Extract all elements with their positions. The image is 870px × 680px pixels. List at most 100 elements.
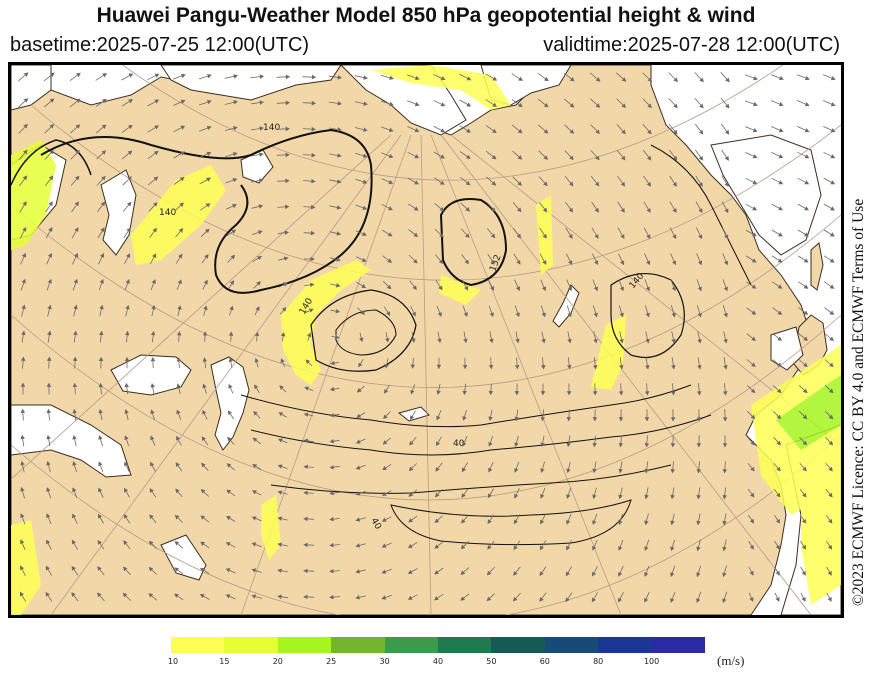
wind-arrow-head: [252, 437, 258, 442]
wind-arrow-head: [71, 592, 76, 597]
contour-tibet: [390, 499, 632, 546]
wind-arrow-head: [148, 593, 154, 598]
contour-ridge-north: [439, 198, 508, 287]
sea-of-japan: [770, 326, 804, 371]
wind-arrow-head: [409, 440, 414, 446]
wind-arrow-head: [542, 260, 547, 265]
wind-arrow-head: [541, 338, 546, 344]
wind-arrow-head: [311, 152, 316, 158]
wind-arrow-head: [124, 330, 130, 336]
wind-arrow-head: [592, 545, 597, 551]
wind-arrow-head: [251, 594, 257, 599]
wind-arrow-head: [828, 414, 834, 420]
wind-arrow-head: [670, 417, 676, 422]
wind-arrow-head: [204, 228, 210, 234]
wind-arrow-head: [126, 201, 132, 207]
colorbar-tick-label: 30: [379, 657, 390, 666]
wind-arrow-head: [778, 232, 783, 237]
wind-arrow-head: [673, 77, 678, 83]
wind-arrow-head: [150, 435, 155, 441]
wind-arrow-head: [20, 486, 25, 492]
wind-arrow-head: [154, 99, 160, 104]
wind-arrow-head: [438, 259, 444, 265]
wind-arrow-head: [178, 228, 184, 233]
wind-arrow-head: [513, 519, 518, 525]
wind-arrow-head: [232, 203, 237, 209]
wind-arrow-head: [776, 388, 782, 394]
wind-arrow-head: [670, 546, 675, 552]
wind-arrow-head: [592, 391, 598, 396]
wind-arrow-head: [696, 469, 702, 474]
wind-arrow-head: [207, 99, 212, 105]
wind-arrow-head: [21, 330, 26, 336]
wind-arrow-head: [592, 571, 597, 577]
wind-arrow-head: [464, 259, 469, 265]
wind-arrow-head: [46, 487, 51, 492]
wind-arrow-head: [749, 570, 754, 576]
wind-arrow-head: [175, 462, 181, 467]
wind-arrow-head: [644, 443, 650, 448]
wind-arrow-head: [46, 513, 51, 519]
wind-arrow-head: [75, 98, 81, 103]
wind-arrow-head: [150, 409, 155, 414]
wind-arrow-head: [466, 102, 472, 107]
colorbar-segment: [491, 637, 545, 653]
wind-arrow-head: [308, 308, 314, 313]
wind-arrow-head: [621, 103, 627, 109]
wind-shade-baikal: [591, 315, 626, 390]
wind-arrow-head: [337, 153, 342, 158]
wind-arrow-head: [125, 279, 130, 284]
wind-arrow-head: [258, 178, 264, 183]
wind-arrow-head: [437, 312, 442, 317]
wind-arrow-head: [465, 180, 471, 186]
wind-arrow-head: [514, 390, 520, 396]
wind-arrow-head: [283, 256, 289, 261]
wind-arrow-head: [256, 281, 261, 286]
wind-arrow-head: [227, 436, 232, 442]
wind-arrow-head: [389, 101, 394, 107]
wind-arrow-head: [152, 227, 157, 233]
wind-arrow-head: [280, 331, 286, 337]
wind-arrow-head: [356, 387, 362, 393]
wind-arrow-head: [514, 442, 519, 448]
wind-arrow-head: [277, 516, 283, 521]
wind-arrow-head: [751, 362, 756, 368]
wind-arrow-head: [593, 312, 598, 318]
wind-arrow-head: [362, 205, 368, 210]
wind-arrow-head: [233, 126, 238, 131]
wind-arrow-head: [414, 180, 419, 185]
wind-arrow-head: [180, 73, 186, 79]
wind-arrow-head: [179, 176, 185, 182]
wind-arrow-head: [595, 103, 601, 108]
wind-arrow-head: [514, 467, 519, 473]
wind-arrow-head: [277, 542, 282, 547]
wind-arrow-head: [697, 260, 703, 266]
wind-arrow-head: [72, 408, 77, 414]
wind-arrow-head: [775, 544, 780, 550]
wind-arrow-head: [646, 234, 651, 240]
wind-arrow-head: [148, 566, 154, 572]
wind-arrow-head: [303, 568, 308, 574]
colorbar-segment: [544, 637, 599, 653]
wind-arrow-head: [514, 493, 519, 499]
wind-arrow-head: [724, 208, 729, 214]
wind-arrow-head: [829, 284, 835, 289]
wind-arrow-head: [569, 155, 574, 161]
wind-arrow-head: [329, 542, 334, 548]
wind-arrow-head: [410, 364, 416, 369]
colorbar-tick-label: 50: [486, 657, 497, 666]
wind-arrow-head: [543, 155, 549, 160]
wind-arrow-head: [98, 487, 103, 493]
wind-arrow-head: [487, 519, 492, 525]
wind-arrow-head: [149, 488, 154, 493]
wind-arrow-head: [336, 231, 342, 236]
wind-arrow-head: [539, 545, 544, 551]
colorbar-unit: (m/s): [717, 653, 745, 668]
wind-arrow-head: [697, 364, 702, 370]
wind-arrow-head: [645, 286, 650, 292]
wind-arrow-head: [463, 338, 468, 344]
wind-arrow-head: [128, 73, 134, 78]
wind-arrow-head: [830, 206, 835, 211]
wind-arrow-head: [71, 539, 76, 545]
wind-arrow-head: [21, 252, 27, 258]
